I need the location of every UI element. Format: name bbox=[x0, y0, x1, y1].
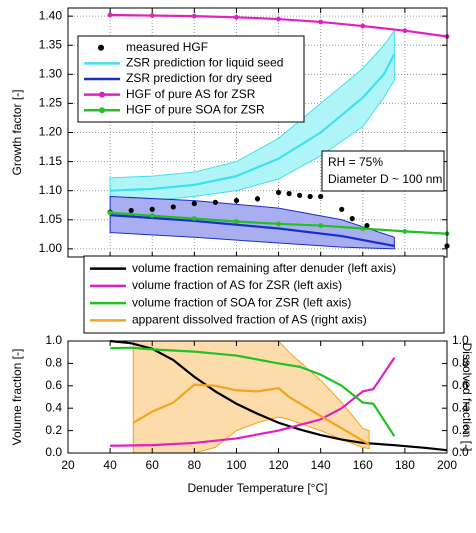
data-point bbox=[149, 13, 155, 18]
data-point bbox=[107, 12, 113, 18]
x-tick-label: 20 bbox=[61, 458, 75, 472]
legend-label: apparent dissolved fraction of AS (right… bbox=[132, 313, 367, 327]
legend-label: measured HGF bbox=[126, 40, 208, 54]
x-tick-label: 40 bbox=[103, 458, 117, 472]
legend-label: volume fraction of SOA for ZSR (left axi… bbox=[132, 295, 351, 309]
data-point bbox=[128, 207, 134, 214]
x-tick-label: 120 bbox=[269, 458, 289, 472]
x-tick-label: 80 bbox=[188, 458, 202, 472]
legend-label: volume fraction of AS for ZSR (left axis… bbox=[132, 278, 342, 292]
data-point bbox=[233, 197, 240, 204]
data-point bbox=[191, 200, 197, 207]
series-line bbox=[110, 53, 396, 192]
series-line bbox=[110, 346, 396, 437]
annotation: Diameter D ~ 100 nm bbox=[328, 172, 442, 186]
x-axis-label: Denuder Temperature [°C] bbox=[188, 481, 328, 495]
data-point bbox=[360, 226, 366, 231]
data-point bbox=[191, 13, 197, 19]
y-tick-label: 1.40 bbox=[39, 8, 63, 22]
data-point bbox=[297, 192, 303, 198]
data-point bbox=[318, 223, 324, 228]
x-tick-label: 160 bbox=[353, 458, 373, 472]
data-point bbox=[149, 213, 155, 219]
legend-label: HGF of pure AS for ZSR bbox=[126, 87, 256, 101]
y-axis-label: Volume fraction [-] bbox=[10, 349, 24, 446]
legend-marker bbox=[99, 107, 105, 114]
data-point bbox=[234, 14, 239, 20]
data-point bbox=[360, 23, 366, 29]
legend-label: HGF of pure SOA for ZSR bbox=[126, 102, 265, 116]
y2-tick-label: 1.0 bbox=[452, 333, 469, 347]
data-point bbox=[286, 190, 292, 197]
series-line bbox=[132, 383, 370, 446]
annotation: RH = 75% bbox=[328, 155, 383, 169]
y-tick-label: 1.25 bbox=[39, 96, 63, 110]
data-point bbox=[149, 206, 155, 212]
legend-box bbox=[83, 255, 445, 334]
data-point bbox=[191, 216, 197, 222]
data-point bbox=[349, 216, 355, 222]
y-tick-label: 1.35 bbox=[39, 37, 63, 51]
x-tick-label: 180 bbox=[395, 458, 415, 472]
y-axis-label: Growth factor [-] bbox=[10, 89, 24, 175]
data-point bbox=[307, 193, 313, 200]
y-tick-label: 0.6 bbox=[45, 378, 62, 392]
y-tick-label: 1.0 bbox=[45, 333, 62, 347]
y-tick-label: 1.00 bbox=[39, 241, 63, 255]
plot-frame bbox=[67, 340, 448, 454]
data-point bbox=[276, 16, 281, 22]
y-tick-label: 1.20 bbox=[39, 125, 63, 139]
data-point bbox=[318, 19, 324, 25]
data-point bbox=[402, 229, 408, 234]
y-tick-label: 1.30 bbox=[39, 66, 63, 80]
series-line bbox=[110, 357, 396, 447]
legend-label: volume fraction remaining after denuder … bbox=[132, 261, 396, 275]
legend-label: ZSR prediction for liquid seed bbox=[126, 56, 283, 70]
data-point bbox=[234, 219, 239, 224]
data-point bbox=[402, 28, 408, 34]
legend-marker bbox=[99, 91, 105, 98]
data-point bbox=[364, 222, 370, 229]
y2-tick-label: 0.2 bbox=[452, 423, 469, 437]
series-line bbox=[109, 339, 448, 452]
x-tick-label: 140 bbox=[311, 458, 331, 472]
uncertainty-band bbox=[109, 29, 395, 203]
data-point bbox=[276, 221, 281, 227]
data-point bbox=[275, 189, 282, 196]
legend-label: ZSR prediction for dry seed bbox=[126, 71, 272, 85]
data-point bbox=[212, 199, 218, 205]
data-point bbox=[170, 204, 176, 210]
x-tick-label: 100 bbox=[226, 458, 246, 472]
y-tick-label: 1.05 bbox=[39, 212, 63, 226]
y-tick-label: 0.2 bbox=[45, 423, 62, 437]
y2-tick-label: 0.0 bbox=[452, 445, 469, 459]
x-tick-label: 60 bbox=[146, 458, 160, 472]
y-tick-label: 0.4 bbox=[45, 400, 62, 414]
y2-axis-label: Dissolved fraction [-] bbox=[460, 343, 474, 452]
data-point bbox=[339, 206, 345, 212]
y2-tick-label: 0.8 bbox=[452, 356, 469, 370]
y-tick-label: 1.10 bbox=[39, 183, 63, 197]
y2-tick-label: 0.4 bbox=[452, 400, 469, 414]
x-tick-label: 200 bbox=[437, 458, 457, 472]
series-line bbox=[110, 214, 395, 248]
annotation-box bbox=[321, 150, 445, 192]
data-point bbox=[318, 193, 324, 200]
data-point bbox=[107, 210, 113, 216]
y-tick-label: 0.0 bbox=[45, 445, 62, 459]
data-point bbox=[254, 196, 261, 202]
y2-tick-label: 0.6 bbox=[452, 378, 469, 392]
legend-marker bbox=[98, 44, 104, 51]
y-tick-label: 1.15 bbox=[39, 154, 63, 168]
y-tick-label: 0.8 bbox=[45, 356, 62, 370]
